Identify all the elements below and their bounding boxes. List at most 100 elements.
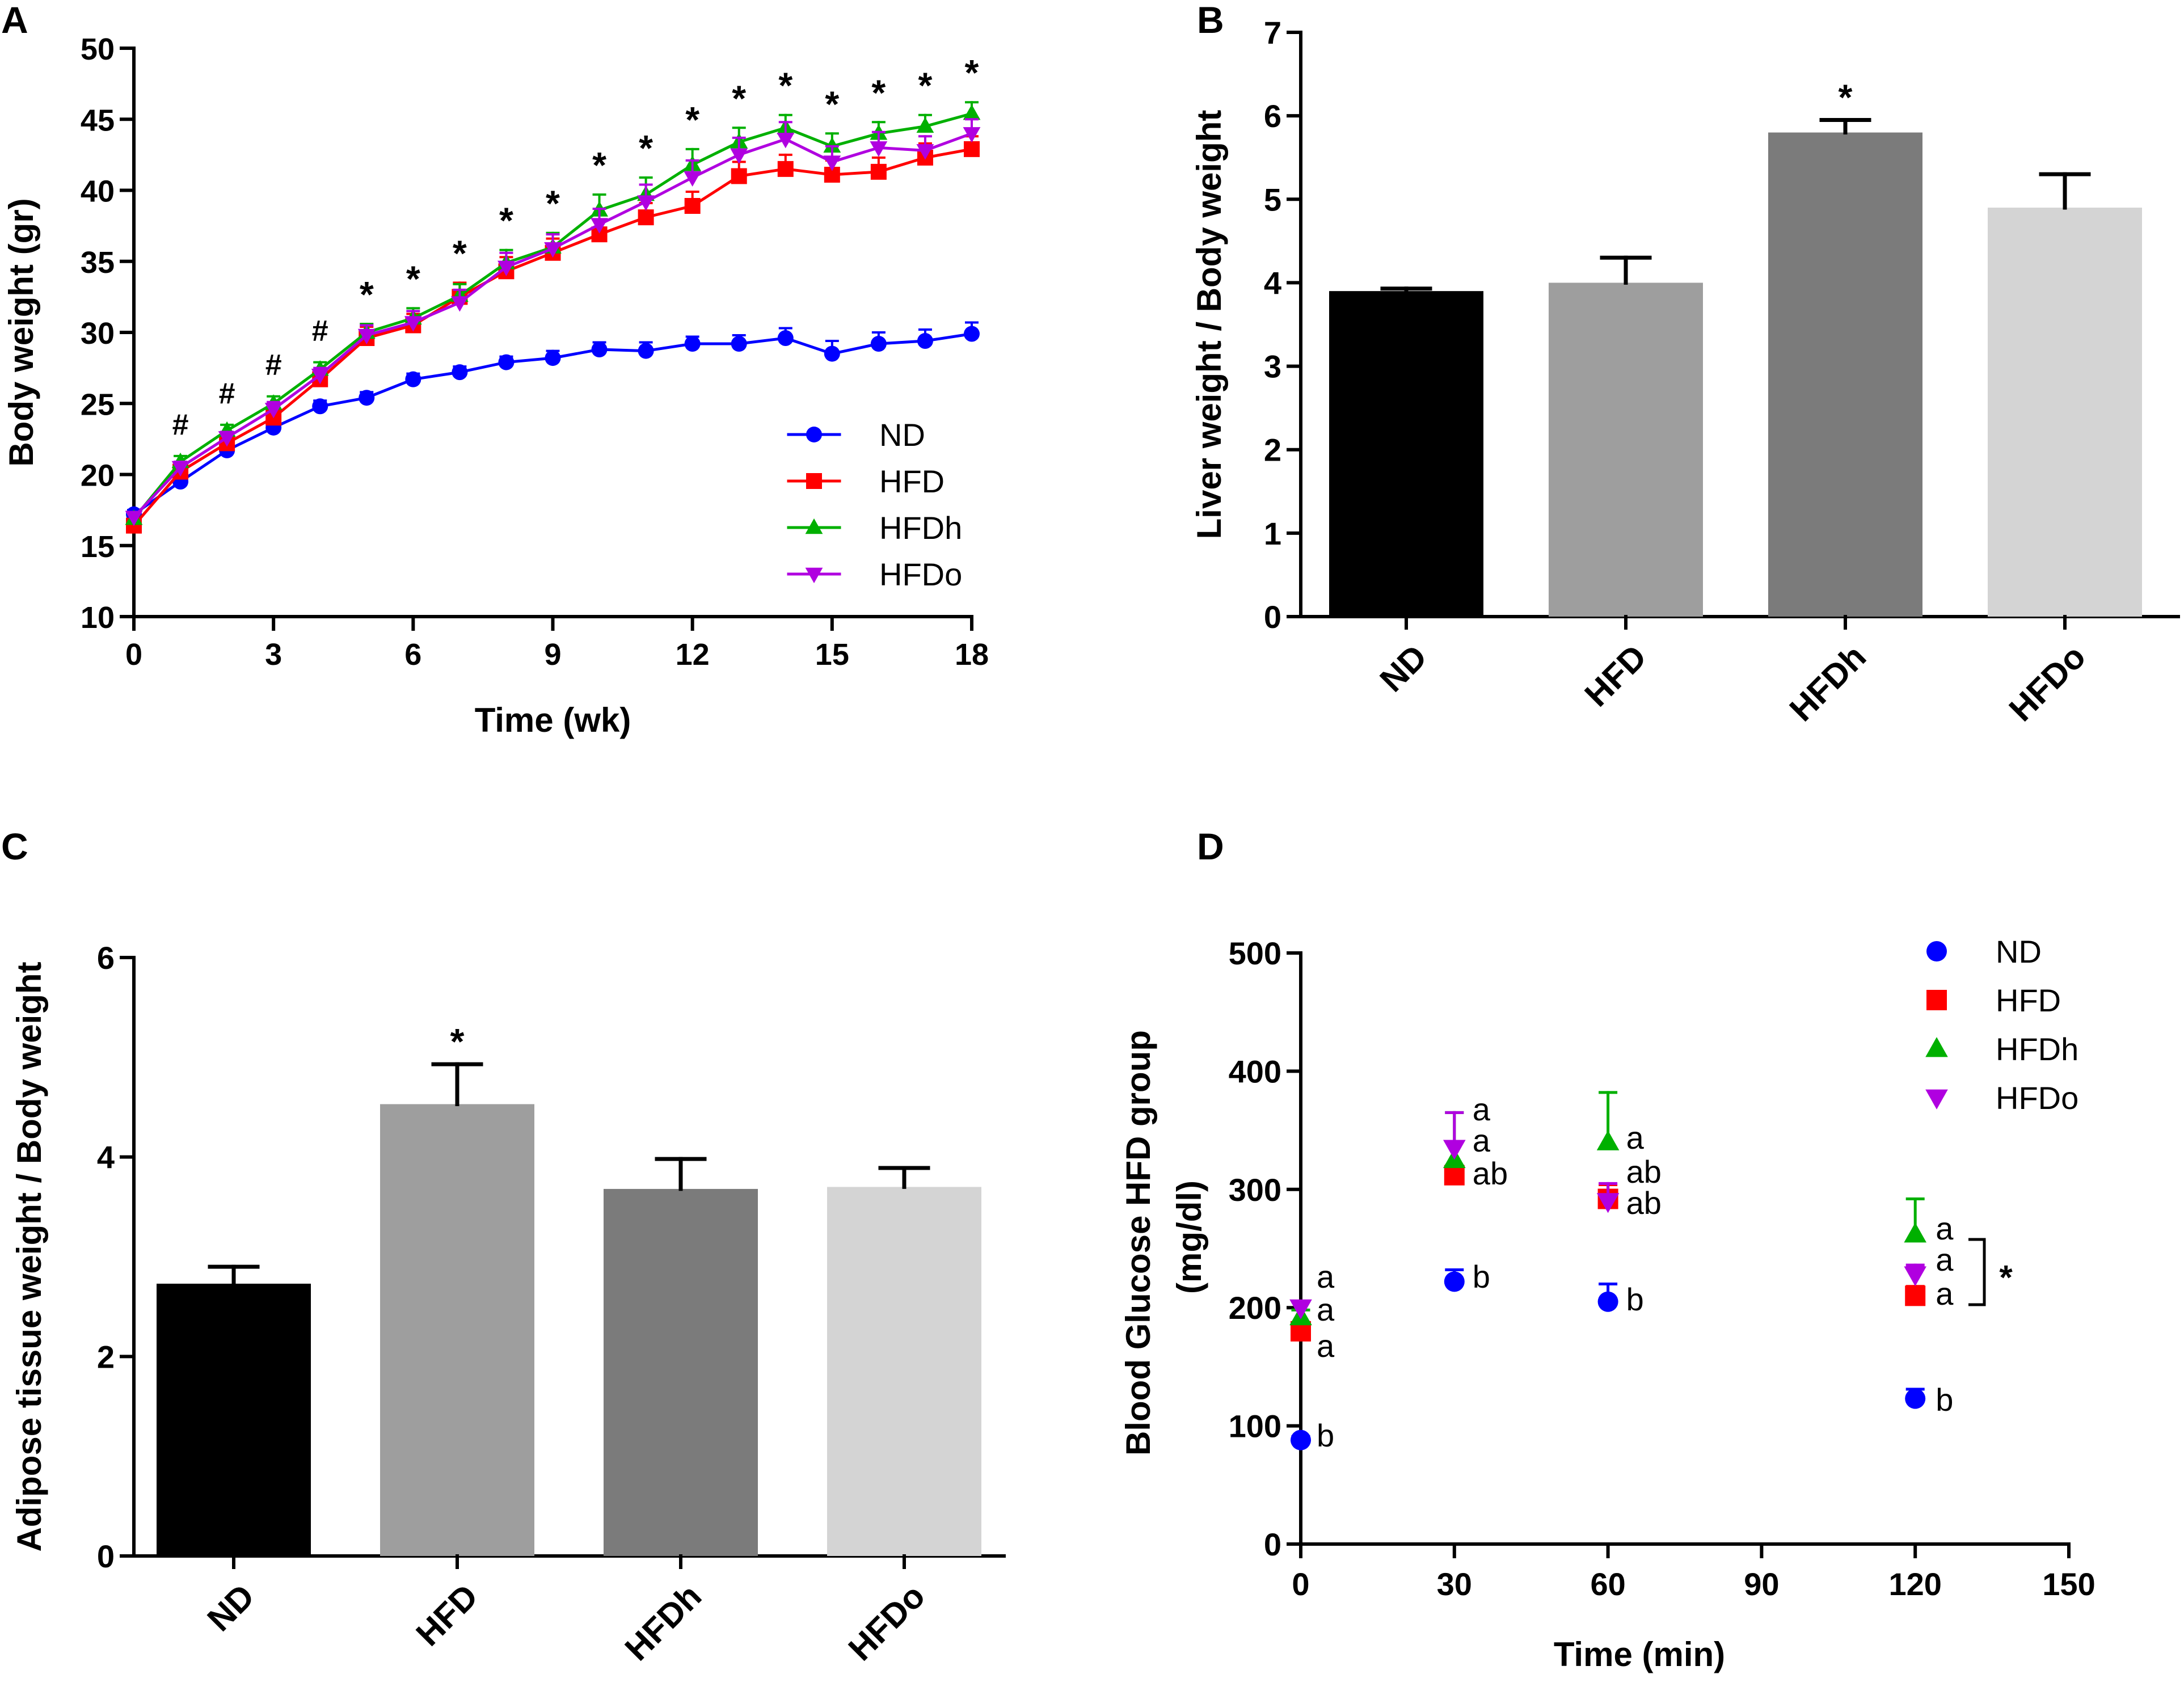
significance-mark-a: * (965, 52, 979, 93)
point-hfdo (1904, 1266, 1926, 1287)
point-nd (1444, 1271, 1465, 1292)
group-letter-label: b (1626, 1281, 1644, 1317)
point-hfdo (171, 461, 189, 477)
y-tick-label-a: 25 (81, 387, 115, 421)
significance-mark-a: # (219, 377, 235, 410)
y-tick-label-b: 0 (1264, 599, 1281, 635)
y-axis-label-a: Body weight (gr) (2, 198, 40, 466)
category-label-nd: ND (200, 1577, 262, 1639)
significance-mark-a: * (685, 99, 699, 140)
panel-label-d: D (1197, 825, 1224, 867)
y-tick-label-a: 35 (81, 246, 115, 280)
point-nd (777, 330, 794, 347)
legend-label-hfdo: HFDo (1996, 1080, 2078, 1116)
y-axis-label-b: Liver weight / Body weight (1190, 110, 1228, 539)
y-tick-label-b: 3 (1264, 349, 1281, 385)
group-letter-label: a (1936, 1211, 1954, 1246)
y-tick-label-c: 0 (97, 1538, 115, 1574)
point-hfd (777, 161, 794, 177)
point-hfdo (637, 195, 655, 211)
point-hfdo (497, 260, 515, 276)
point-nd (964, 326, 980, 342)
point-nd (359, 390, 375, 406)
point-hfdo (218, 431, 236, 447)
y-tick-label-c: 6 (97, 940, 115, 976)
point-nd (1597, 1291, 1618, 1312)
point-hfd (870, 163, 887, 180)
significance-mark-a: * (546, 183, 560, 224)
point-hfdo (916, 144, 934, 160)
x-tick-label-a: 0 (125, 638, 142, 672)
group-letter-label: b (1473, 1259, 1490, 1294)
point-nd (824, 345, 840, 362)
panel-label-a: A (1, 0, 28, 41)
x-tick-label-a: 15 (815, 638, 849, 672)
point-nd (731, 336, 747, 352)
y-tick-label-a: 45 (81, 103, 115, 137)
panel-label-b: B (1197, 0, 1224, 41)
legend-marker-nd (806, 427, 822, 442)
point-hfdh (1904, 1222, 1926, 1243)
x-tick-label-a: 18 (955, 638, 989, 672)
point-nd (498, 354, 515, 370)
bar-hfdo (1988, 208, 2142, 617)
point-hfdh (823, 137, 841, 153)
point-nd (591, 341, 608, 358)
y-tick-label-d: 400 (1229, 1053, 1281, 1089)
category-label-hfd: HFD (1578, 638, 1654, 714)
point-nd (405, 371, 421, 387)
y-tick-label-b: 1 (1264, 516, 1281, 551)
y-tick-label-d: 200 (1229, 1290, 1281, 1326)
legend-label-hfdh: HFDh (879, 510, 962, 546)
legend-label-nd: ND (879, 417, 925, 453)
point-hfdh (916, 117, 934, 133)
group-letter-label: a (1473, 1091, 1491, 1127)
point-hfdo (450, 296, 469, 312)
significance-mark-a: # (312, 315, 328, 348)
x-tick-label-a: 3 (265, 638, 282, 672)
x-axis-label-a: Time (wk) (475, 701, 631, 739)
y-tick-label-a: 50 (81, 32, 115, 66)
y-tick-label-a: 30 (81, 317, 115, 351)
y-tick-label-b: 7 (1264, 15, 1281, 50)
point-hfd (1291, 1321, 1311, 1342)
bar-nd (1329, 291, 1483, 617)
x-tick-label-a: 12 (676, 638, 710, 672)
point-hfdo (264, 403, 283, 419)
significance-mark-a: # (172, 408, 189, 441)
group-letter-label: a (1317, 1328, 1335, 1364)
panel-label-c: C (1, 825, 28, 867)
group-letter-label: ab (1626, 1154, 1662, 1190)
significance-mark-d: * (1999, 1259, 2013, 1297)
y-axis-label-d-units: (mg/dl) (1170, 1180, 1208, 1294)
x-tick-label-a: 9 (544, 638, 561, 672)
y-tick-label-d: 0 (1264, 1526, 1281, 1562)
x-tick-label-d: 120 (1888, 1566, 1941, 1602)
significance-mark-a: * (732, 78, 746, 119)
legend-marker-hfdh (1925, 1037, 1948, 1057)
y-axis-label-c: Adipose tissue weight / Body weight (10, 961, 48, 1551)
legend-marker-nd (1926, 941, 1947, 961)
group-letter-label: a (1626, 1120, 1645, 1155)
bar-hfd (380, 1104, 534, 1556)
point-hfdo (730, 148, 748, 164)
category-label-hfdh: HFDh (618, 1577, 709, 1668)
group-letter-label: a (1936, 1276, 1954, 1311)
group-letter-label: a (1317, 1259, 1335, 1294)
group-letter-label: a (1317, 1292, 1335, 1327)
significance-mark-a: * (360, 274, 374, 315)
point-hfdo (870, 141, 888, 157)
category-label-hfd: HFD (409, 1577, 486, 1654)
point-hfdo (823, 155, 841, 171)
y-tick-label-d: 500 (1229, 935, 1281, 971)
y-tick-label-d: 100 (1229, 1408, 1281, 1444)
x-axis-label-d: Time (min) (1554, 1635, 1725, 1673)
legend-label-hfd: HFD (879, 463, 945, 499)
point-nd (1291, 1429, 1311, 1450)
point-hfd (1905, 1285, 1926, 1306)
significance-mark-a: * (778, 65, 792, 106)
significance-mark-a: * (918, 65, 932, 106)
point-hfdo (1289, 1299, 1312, 1319)
significance-mark-a: # (265, 349, 282, 382)
point-nd (917, 333, 933, 349)
